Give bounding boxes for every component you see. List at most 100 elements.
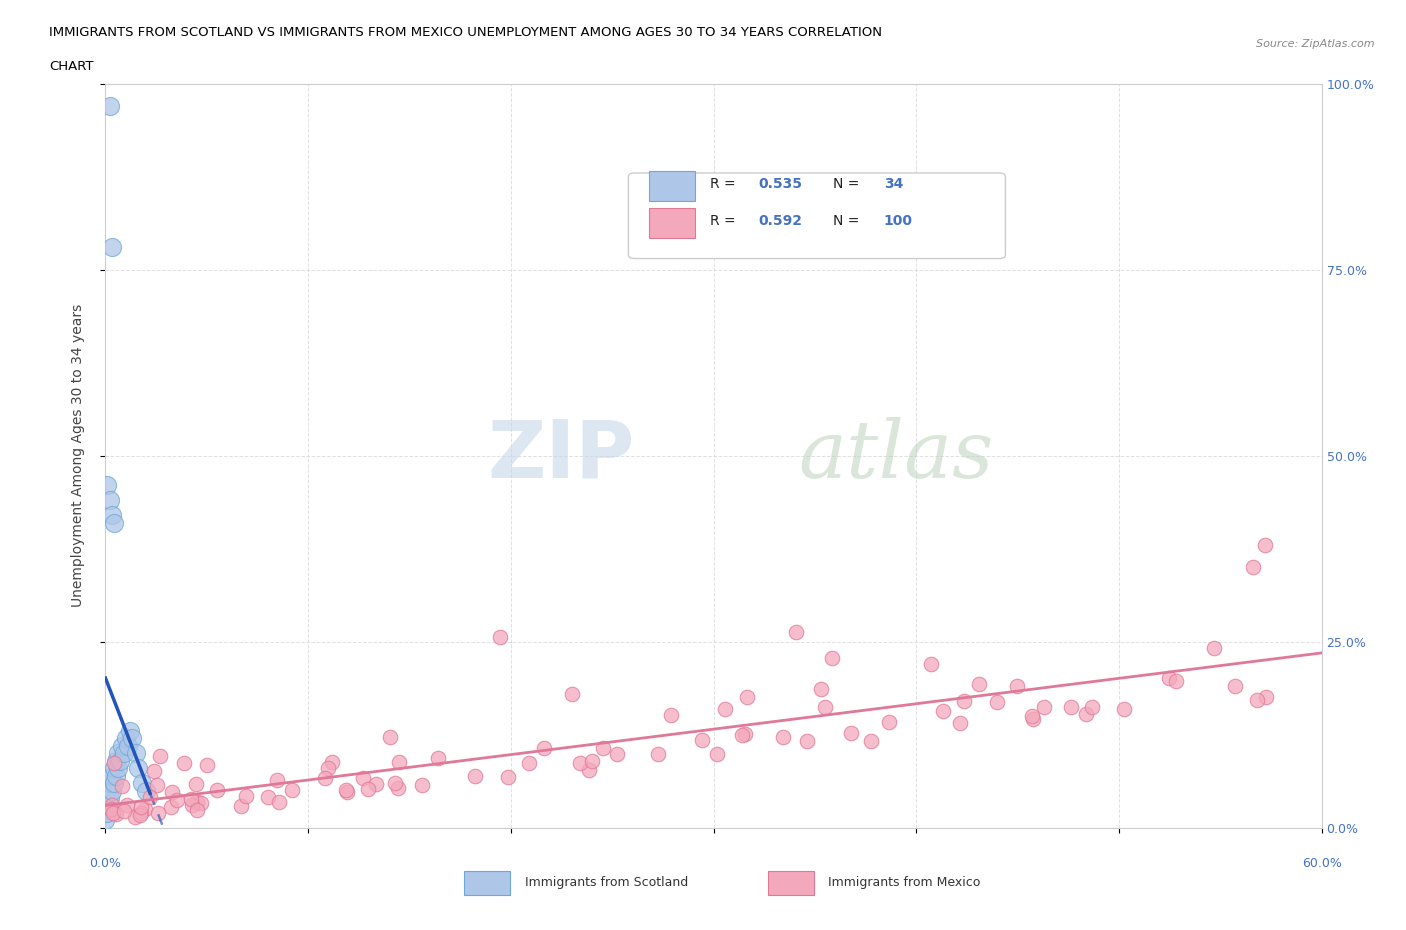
- Point: [967, 677, 990, 692]
- Point: [135, 783, 157, 798]
- Text: CHART: CHART: [49, 60, 94, 73]
- Point: [128, 808, 150, 823]
- Point: [100, 508, 122, 523]
- Point: [1033, 699, 1056, 714]
- Point: [387, 780, 409, 795]
- Point: [1022, 711, 1045, 726]
- Point: [104, 753, 127, 768]
- FancyBboxPatch shape: [628, 173, 1005, 259]
- Point: [411, 777, 433, 792]
- Point: [100, 768, 122, 783]
- Point: [96, 798, 118, 813]
- Bar: [464, 870, 510, 895]
- Point: [690, 732, 713, 747]
- Point: [103, 755, 125, 770]
- Point: [659, 708, 682, 723]
- Text: N =: N =: [832, 177, 863, 192]
- Point: [592, 740, 614, 755]
- Point: [772, 729, 794, 744]
- Point: [814, 699, 837, 714]
- Point: [533, 740, 555, 755]
- Point: [127, 761, 149, 776]
- Point: [195, 757, 218, 772]
- Point: [1246, 693, 1268, 708]
- Point: [1254, 538, 1277, 552]
- Point: [1164, 673, 1187, 688]
- Text: Source: ZipAtlas.com: Source: ZipAtlas.com: [1257, 39, 1375, 49]
- Point: [112, 804, 135, 818]
- Point: [357, 781, 380, 796]
- Point: [160, 800, 183, 815]
- Point: [316, 761, 339, 776]
- Text: N =: N =: [832, 214, 863, 229]
- Point: [98, 790, 121, 805]
- Point: [96, 478, 118, 493]
- Point: [581, 754, 603, 769]
- Text: IMMIGRANTS FROM SCOTLAND VS IMMIGRANTS FROM MEXICO UNEMPLOYMENT AMONG AGES 30 TO: IMMIGRANTS FROM SCOTLAND VS IMMIGRANTS F…: [49, 26, 882, 39]
- Point: [335, 783, 357, 798]
- Point: [103, 761, 125, 776]
- Text: atlas: atlas: [799, 417, 994, 495]
- Point: [235, 789, 257, 804]
- Point: [131, 805, 153, 820]
- Point: [1114, 702, 1136, 717]
- Point: [517, 755, 540, 770]
- Point: [735, 689, 758, 704]
- Point: [606, 747, 628, 762]
- Point: [388, 754, 411, 769]
- Point: [267, 794, 290, 809]
- Point: [426, 751, 449, 765]
- Point: [352, 771, 374, 786]
- Point: [190, 795, 212, 810]
- Point: [105, 806, 128, 821]
- Point: [104, 768, 127, 783]
- Point: [121, 731, 143, 746]
- Point: [860, 734, 883, 749]
- Text: R =: R =: [710, 177, 740, 192]
- Point: [464, 768, 486, 783]
- Point: [796, 733, 818, 748]
- Point: [314, 771, 336, 786]
- Point: [166, 793, 188, 808]
- Point: [321, 754, 343, 769]
- Point: [143, 764, 166, 778]
- Point: [115, 797, 138, 812]
- Text: ZIP: ZIP: [488, 417, 634, 495]
- Point: [149, 749, 172, 764]
- Text: 0.535: 0.535: [759, 177, 803, 192]
- Point: [1021, 709, 1043, 724]
- Point: [94, 790, 117, 805]
- Point: [173, 755, 195, 770]
- Point: [839, 725, 862, 740]
- Point: [257, 790, 280, 804]
- Point: [1080, 699, 1102, 714]
- Point: [785, 625, 807, 640]
- Point: [986, 694, 1008, 709]
- Point: [108, 753, 131, 768]
- Point: [186, 803, 208, 817]
- Point: [186, 777, 208, 791]
- Point: [139, 790, 162, 804]
- Point: [125, 746, 148, 761]
- Point: [180, 791, 202, 806]
- Point: [578, 763, 600, 777]
- Point: [100, 801, 122, 816]
- Text: R =: R =: [710, 214, 740, 229]
- Text: 100: 100: [884, 214, 912, 229]
- Point: [932, 703, 955, 718]
- Point: [103, 776, 125, 790]
- Point: [949, 715, 972, 730]
- Point: [103, 515, 125, 530]
- Point: [821, 651, 844, 666]
- Point: [98, 99, 121, 113]
- Point: [98, 493, 121, 508]
- Text: 60.0%: 60.0%: [1302, 857, 1341, 870]
- Point: [384, 776, 406, 790]
- Point: [1074, 706, 1097, 721]
- Point: [207, 783, 229, 798]
- Point: [107, 761, 129, 776]
- Point: [1256, 690, 1278, 705]
- Point: [1225, 678, 1247, 693]
- Point: [112, 746, 135, 761]
- Bar: [768, 870, 814, 895]
